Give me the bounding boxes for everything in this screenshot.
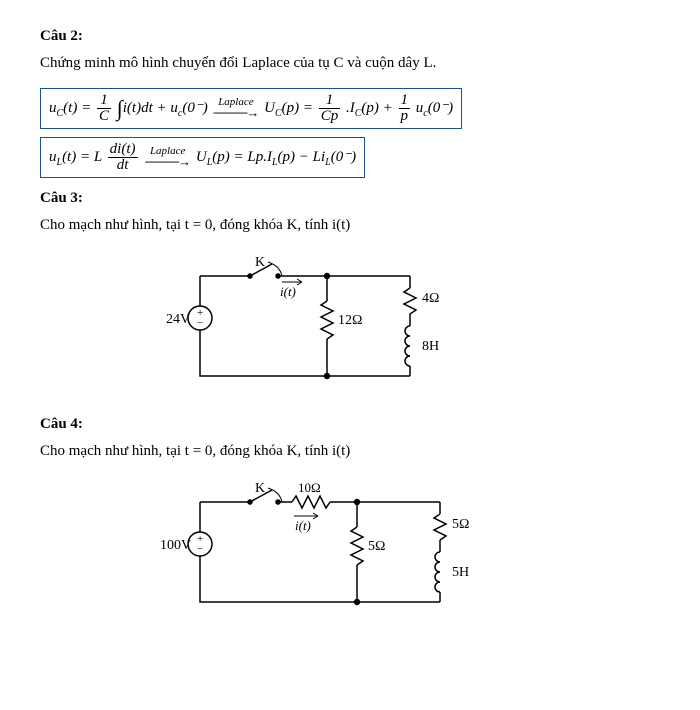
f1-frac3-den: p: [399, 108, 411, 124]
f2-frac-den: dt: [108, 157, 138, 173]
f1-frac2-den: Cp: [319, 108, 341, 124]
q2-formula1: uC(t) = 1C ∫i(t)dt + uc(0⁻) Laplace────→…: [40, 88, 462, 129]
f1-itail: (p) +: [361, 100, 392, 116]
f2-arrow: Laplace────→: [145, 145, 190, 170]
svg-text:−: −: [197, 543, 203, 555]
q3-r1: 12Ω: [338, 313, 362, 328]
f1-rhs-arg: (p) =: [282, 100, 313, 116]
f1-frac1: 1C: [97, 93, 111, 124]
f1-tail-end: (0⁻): [428, 100, 453, 116]
f2-lhs-arg: (t) = L: [62, 149, 102, 165]
q2-formula2: uL(t) = L di(t)dt Laplace────→ UL(p) = L…: [40, 137, 365, 178]
q3-circuit: + − 24V K i(t) 12Ω 4Ω 8H: [160, 246, 460, 401]
f2-frac: di(t)dt: [108, 142, 138, 173]
q4-current: i(t): [295, 518, 311, 533]
q4-heading: Câu 4:: [40, 416, 660, 433]
q4-switch: K: [255, 481, 265, 496]
f1-frac3-num: 1: [399, 93, 411, 108]
f1-frac2: 1Cp: [319, 93, 341, 124]
q4-circuit: + − 100V K 10Ω i(t) 5Ω 5Ω 5H: [160, 472, 490, 627]
f1-lhs-u: u: [49, 100, 57, 116]
q3-current: i(t): [280, 284, 296, 299]
svg-text:−: −: [197, 317, 203, 329]
f1-arrow-arr: ────→: [214, 105, 259, 121]
f1-dot: .I: [346, 100, 355, 116]
f1-rhs-u: U: [264, 100, 275, 116]
q3-l: 8H: [422, 339, 439, 354]
q4-l: 5H: [452, 565, 469, 580]
q3-switch: K: [255, 255, 265, 270]
f2-rhs-arg: (p) = Lp.I: [212, 149, 272, 165]
f1-frac1-den: C: [97, 108, 111, 124]
f2-mid: (p) − Li: [278, 149, 326, 165]
f2-rhs-u: U: [196, 149, 207, 165]
q4-source: 100V: [160, 538, 191, 553]
f1-int-body: i(t)dt + u: [123, 100, 178, 116]
q3-r2: 4Ω: [422, 291, 439, 306]
f1-frac3: 1p: [399, 93, 411, 124]
f2-frac-num: di(t): [108, 142, 138, 157]
q4-r2: 5Ω: [452, 517, 469, 532]
f1-frac1-num: 1: [97, 93, 111, 108]
f1-rhs-sub: C: [275, 108, 282, 119]
f1-lhs-arg: (t) =: [63, 100, 91, 116]
f1-arrow: Laplace────→: [214, 96, 259, 121]
f1-frac2-num: 1: [319, 93, 341, 108]
q2-text: Chứng minh mô hình chuyển đổi Laplace củ…: [40, 55, 660, 72]
q3-heading: Câu 3:: [40, 190, 660, 207]
q3-text: Cho mạch như hình, tại t = 0, đóng khóa …: [40, 217, 660, 234]
q3-source: 24V: [166, 312, 190, 327]
q2-heading: Câu 2:: [40, 28, 660, 45]
q4-r1: 5Ω: [368, 539, 385, 554]
f2-tail: (0⁻): [331, 149, 356, 165]
f2-lhs-u: u: [49, 149, 57, 165]
q4-text: Cho mạch như hình, tại t = 0, đóng khóa …: [40, 443, 660, 460]
f2-arrow-arr: ────→: [145, 154, 190, 170]
q4-rtop: 10Ω: [298, 480, 321, 495]
f1-int-tail: (0⁻): [182, 100, 207, 116]
